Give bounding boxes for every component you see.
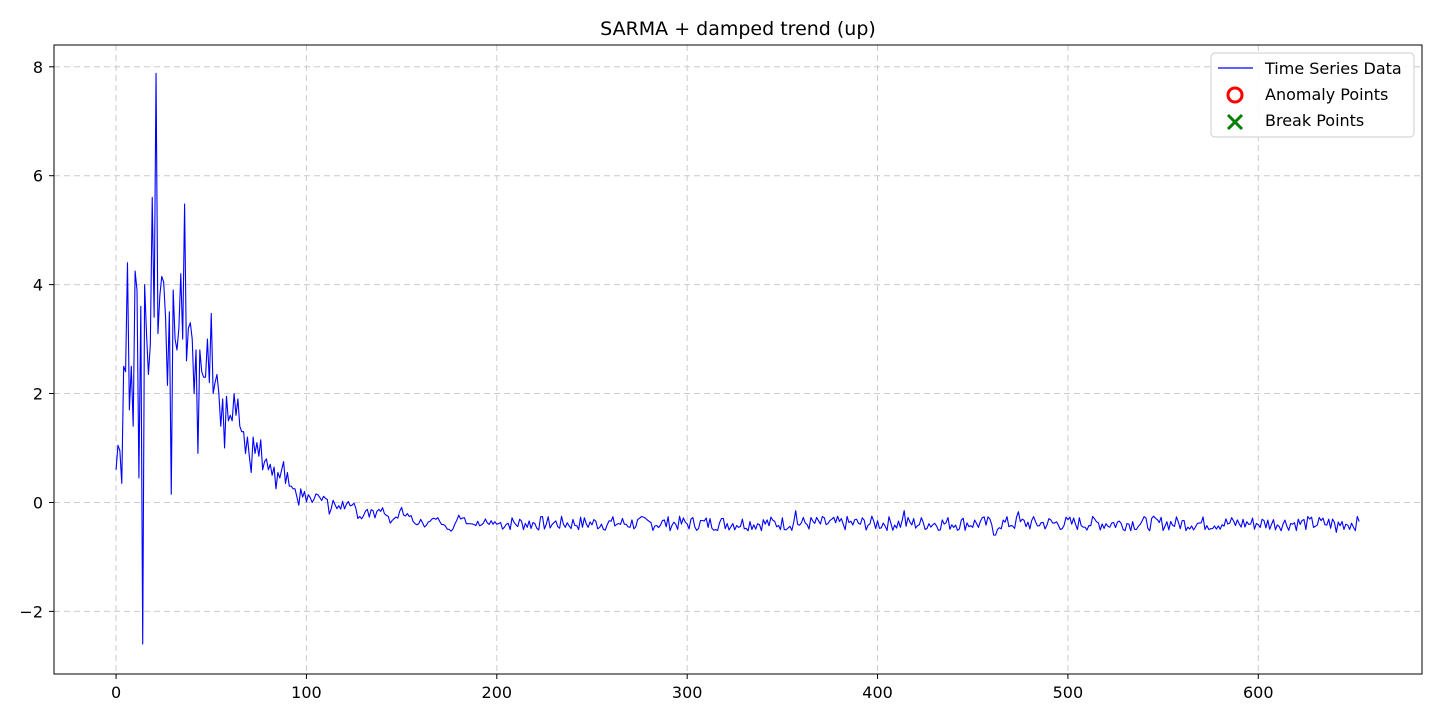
x-tick-label: 0	[111, 683, 121, 702]
y-tick-label: 0	[33, 493, 43, 512]
series-layer	[115, 72, 1360, 645]
legend-label-series: Time Series Data	[1264, 59, 1402, 78]
x-tick-label: 600	[1243, 683, 1274, 702]
legend: Time Series Data Anomaly Points Break Po…	[1210, 52, 1415, 138]
break-x-icon	[1226, 113, 1244, 131]
legend-label-break: Break Points	[1265, 111, 1364, 130]
x-tick-label: 100	[291, 683, 322, 702]
plot-frame	[53, 44, 1423, 675]
series-line-time-series	[115, 72, 1360, 645]
y-tick-label: 6	[33, 167, 43, 186]
y-tick-label: −2	[19, 602, 43, 621]
x-tick-label: 200	[482, 683, 513, 702]
y-tick-label: 8	[33, 58, 43, 77]
legend-box	[1210, 52, 1415, 138]
axis-ticks: 0 100 200 300 400 500 600 −2 0 2 4 6 8	[19, 58, 1273, 702]
chart-title: SARMA + damped trend (up)	[600, 18, 876, 40]
x-tick-label: 300	[672, 683, 703, 702]
x-tick-label: 500	[1053, 683, 1084, 702]
legend-label-anomaly: Anomaly Points	[1265, 85, 1388, 104]
y-tick-label: 4	[33, 276, 43, 295]
y-tick-label: 2	[33, 385, 43, 404]
anomaly-circle-icon	[1226, 86, 1244, 104]
x-tick-label: 400	[862, 683, 893, 702]
grid-lines	[54, 45, 1422, 674]
